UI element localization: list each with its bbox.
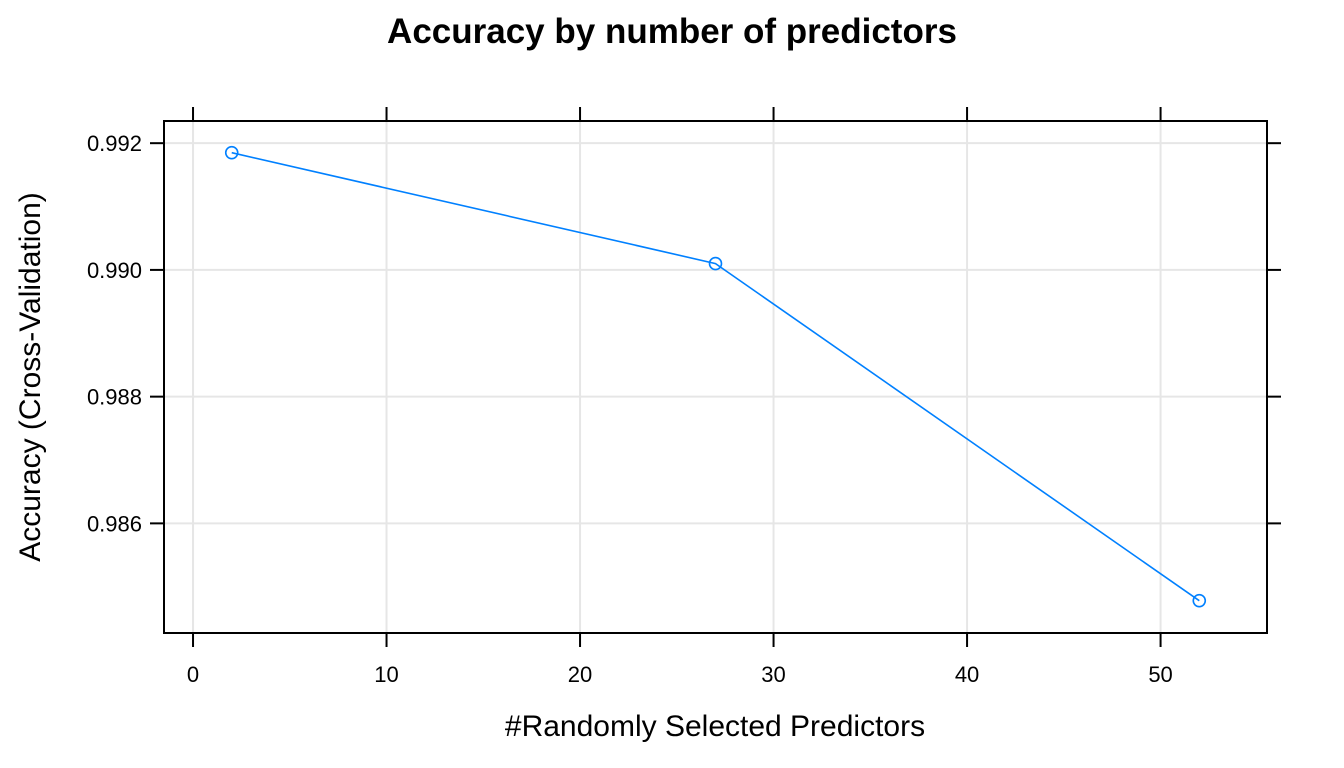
- data-point: [708, 256, 723, 271]
- axis-ticks: [150, 107, 1281, 647]
- x-tick-label: 0: [187, 662, 199, 687]
- x-axis-label: #Randomly Selected Predictors: [505, 710, 925, 743]
- series-line: [231, 151, 1200, 602]
- y-tick-label: 0.986: [87, 511, 142, 536]
- y-tick-label: 0.988: [87, 385, 142, 410]
- y-tick-label: 0.992: [87, 131, 142, 156]
- chart-title: Accuracy by number of predictors: [387, 12, 957, 51]
- y-axis-label: Accuracy (Cross-Validation): [14, 192, 47, 562]
- x-tick-label: 10: [374, 662, 398, 687]
- data-point: [1192, 593, 1207, 608]
- x-tick-label: 20: [568, 662, 592, 687]
- data-point: [224, 145, 239, 160]
- grid: [164, 121, 1267, 633]
- x-tick-label: 30: [761, 662, 785, 687]
- y-tick-label: 0.990: [87, 258, 142, 283]
- x-tick-label: 50: [1148, 662, 1172, 687]
- tick-labels: 0 10 20 30 40 50 0.986 0.988 0.990 0.992: [87, 131, 1173, 687]
- series: [224, 145, 1207, 608]
- plot-frame: [163, 120, 1268, 634]
- x-tick-label: 40: [955, 662, 979, 687]
